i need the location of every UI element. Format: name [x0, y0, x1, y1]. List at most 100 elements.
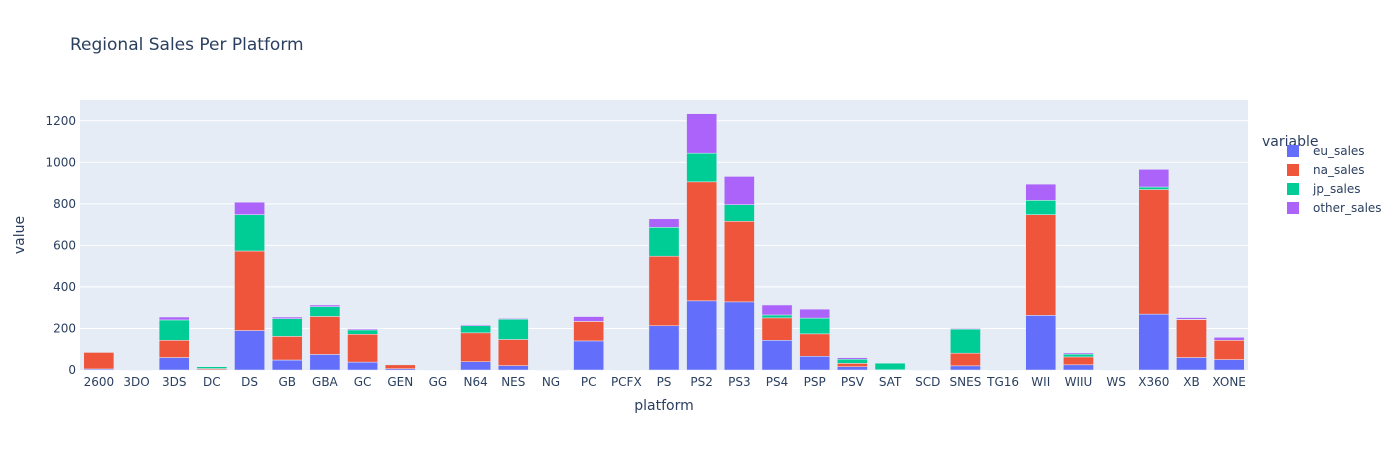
x-tick-label: GBA — [312, 375, 339, 389]
bar-eu_sales-XONE[interactable] — [1214, 360, 1244, 370]
bar-other_sales-PC[interactable] — [574, 317, 604, 322]
bar-jp_sales-PS4[interactable] — [762, 315, 792, 318]
bar-na_sales-GC[interactable] — [348, 334, 378, 362]
bar-jp_sales-DC[interactable] — [197, 367, 227, 369]
bar-other_sales-XONE[interactable] — [1214, 337, 1244, 340]
bar-na_sales-PS[interactable] — [649, 256, 679, 326]
bar-other_sales-X360[interactable] — [1139, 169, 1169, 187]
x-tick-label: SCD — [915, 375, 940, 389]
bar-jp_sales-GB[interactable] — [272, 319, 302, 337]
bar-jp_sales-GBA[interactable] — [310, 307, 340, 317]
bar-other_sales-PSV[interactable] — [837, 358, 867, 360]
bar-other_sales-NES[interactable] — [498, 318, 528, 319]
bar-eu_sales-PC[interactable] — [574, 341, 604, 370]
y-tick-label: 600 — [53, 238, 76, 252]
bar-eu_sales-WII[interactable] — [1026, 315, 1056, 370]
bar-other_sales-SNES[interactable] — [950, 328, 980, 329]
bar-na_sales-SNES[interactable] — [950, 353, 980, 366]
bar-eu_sales-XB[interactable] — [1176, 358, 1206, 370]
bar-other_sales-PS2[interactable] — [687, 114, 717, 153]
bar-jp_sales-GC[interactable] — [348, 330, 378, 334]
legend-item-eu_sales[interactable]: eu_sales — [1313, 144, 1365, 158]
bar-jp_sales-X360[interactable] — [1139, 187, 1169, 189]
bar-na_sales-GB[interactable] — [272, 336, 302, 360]
bar-other_sales-WIIU[interactable] — [1063, 353, 1093, 354]
bar-eu_sales-3DS[interactable] — [159, 358, 189, 370]
bar-eu_sales-WIIU[interactable] — [1063, 365, 1093, 370]
bar-eu_sales-SNES[interactable] — [950, 366, 980, 370]
bar-na_sales-GBA[interactable] — [310, 316, 340, 354]
bar-na_sales-2600[interactable] — [84, 352, 114, 369]
bar-other_sales-PS[interactable] — [649, 219, 679, 228]
bar-jp_sales-PS3[interactable] — [724, 205, 754, 222]
bar-jp_sales-3DS[interactable] — [159, 320, 189, 340]
x-tick-label: PC — [581, 375, 597, 389]
bar-other_sales-PS4[interactable] — [762, 305, 792, 315]
y-tick-label: 800 — [53, 197, 76, 211]
bar-jp_sales-N64[interactable] — [461, 326, 491, 333]
bar-eu_sales-PSP[interactable] — [800, 356, 830, 370]
bar-eu_sales-GB[interactable] — [272, 360, 302, 370]
bar-jp_sales-PS2[interactable] — [687, 153, 717, 182]
bar-na_sales-XONE[interactable] — [1214, 340, 1244, 359]
bar-other_sales-GBA[interactable] — [310, 305, 340, 307]
bar-eu_sales-PS3[interactable] — [724, 302, 754, 370]
bar-eu_sales-PS2[interactable] — [687, 301, 717, 370]
bar-eu_sales-X360[interactable] — [1139, 314, 1169, 370]
bar-jp_sales-WIIU[interactable] — [1063, 354, 1093, 357]
x-tick-label: PS3 — [728, 375, 751, 389]
bar-jp_sales-DS[interactable] — [234, 215, 264, 251]
legend-swatch-na_sales[interactable] — [1287, 164, 1299, 176]
bar-na_sales-3DS[interactable] — [159, 340, 189, 357]
bar-other_sales-DS[interactable] — [234, 202, 264, 214]
bar-na_sales-PSP[interactable] — [800, 334, 830, 356]
bar-eu_sales-PS4[interactable] — [762, 340, 792, 370]
bar-na_sales-X360[interactable] — [1139, 190, 1169, 315]
legend[interactable]: variable eu_salesna_salesjp_salesother_s… — [1262, 134, 1382, 215]
bar-jp_sales-PSP[interactable] — [800, 318, 830, 334]
bar-eu_sales-DS[interactable] — [234, 331, 264, 370]
bar-jp_sales-NES[interactable] — [498, 319, 528, 339]
bar-other_sales-GB[interactable] — [272, 317, 302, 319]
bar-na_sales-NES[interactable] — [498, 339, 528, 365]
x-tick-label: WS — [1106, 375, 1125, 389]
bar-eu_sales-PS[interactable] — [649, 326, 679, 370]
bar-eu_sales-GBA[interactable] — [310, 354, 340, 370]
bar-eu_sales-NES[interactable] — [498, 366, 528, 370]
bar-eu_sales-N64[interactable] — [461, 362, 491, 370]
legend-item-na_sales[interactable]: na_sales — [1313, 163, 1365, 177]
legend-item-jp_sales[interactable]: jp_sales — [1312, 182, 1361, 196]
bar-na_sales-PS3[interactable] — [724, 221, 754, 302]
legend-swatch-eu_sales[interactable] — [1287, 145, 1299, 157]
bar-na_sales-PC[interactable] — [574, 321, 604, 341]
bar-other_sales-XB[interactable] — [1176, 318, 1206, 320]
bar-jp_sales-WII[interactable] — [1026, 200, 1056, 214]
bar-na_sales-WIIU[interactable] — [1063, 357, 1093, 365]
bar-na_sales-WII[interactable] — [1026, 215, 1056, 316]
bar-na_sales-PS4[interactable] — [762, 318, 792, 340]
x-tick-label: NG — [542, 375, 560, 389]
bar-jp_sales-SNES[interactable] — [950, 329, 980, 353]
bar-other_sales-PS3[interactable] — [724, 176, 754, 204]
legend-swatch-other_sales[interactable] — [1287, 202, 1299, 214]
bar-na_sales-DS[interactable] — [234, 251, 264, 331]
bar-other_sales-3DS[interactable] — [159, 317, 189, 320]
bar-other_sales-WII[interactable] — [1026, 184, 1056, 200]
legend-swatch-jp_sales[interactable] — [1287, 183, 1299, 195]
bar-eu_sales-GC[interactable] — [348, 362, 378, 370]
bar-other_sales-PSP[interactable] — [800, 309, 830, 318]
bar-na_sales-XB[interactable] — [1176, 320, 1206, 358]
bar-jp_sales-PS[interactable] — [649, 227, 679, 256]
bar-eu_sales-PSV[interactable] — [837, 367, 867, 370]
bar-jp_sales-SAT[interactable] — [875, 363, 905, 370]
bar-other_sales-GC[interactable] — [348, 329, 378, 330]
bar-na_sales-PSV[interactable] — [837, 363, 867, 366]
bar-na_sales-N64[interactable] — [461, 333, 491, 362]
bar-na_sales-GEN[interactable] — [385, 365, 415, 369]
legend-item-other_sales[interactable]: other_sales — [1313, 201, 1382, 215]
bar-na_sales-PS2[interactable] — [687, 182, 717, 301]
bar-other_sales-N64[interactable] — [461, 325, 491, 326]
bar-jp_sales-PSV[interactable] — [837, 359, 867, 363]
